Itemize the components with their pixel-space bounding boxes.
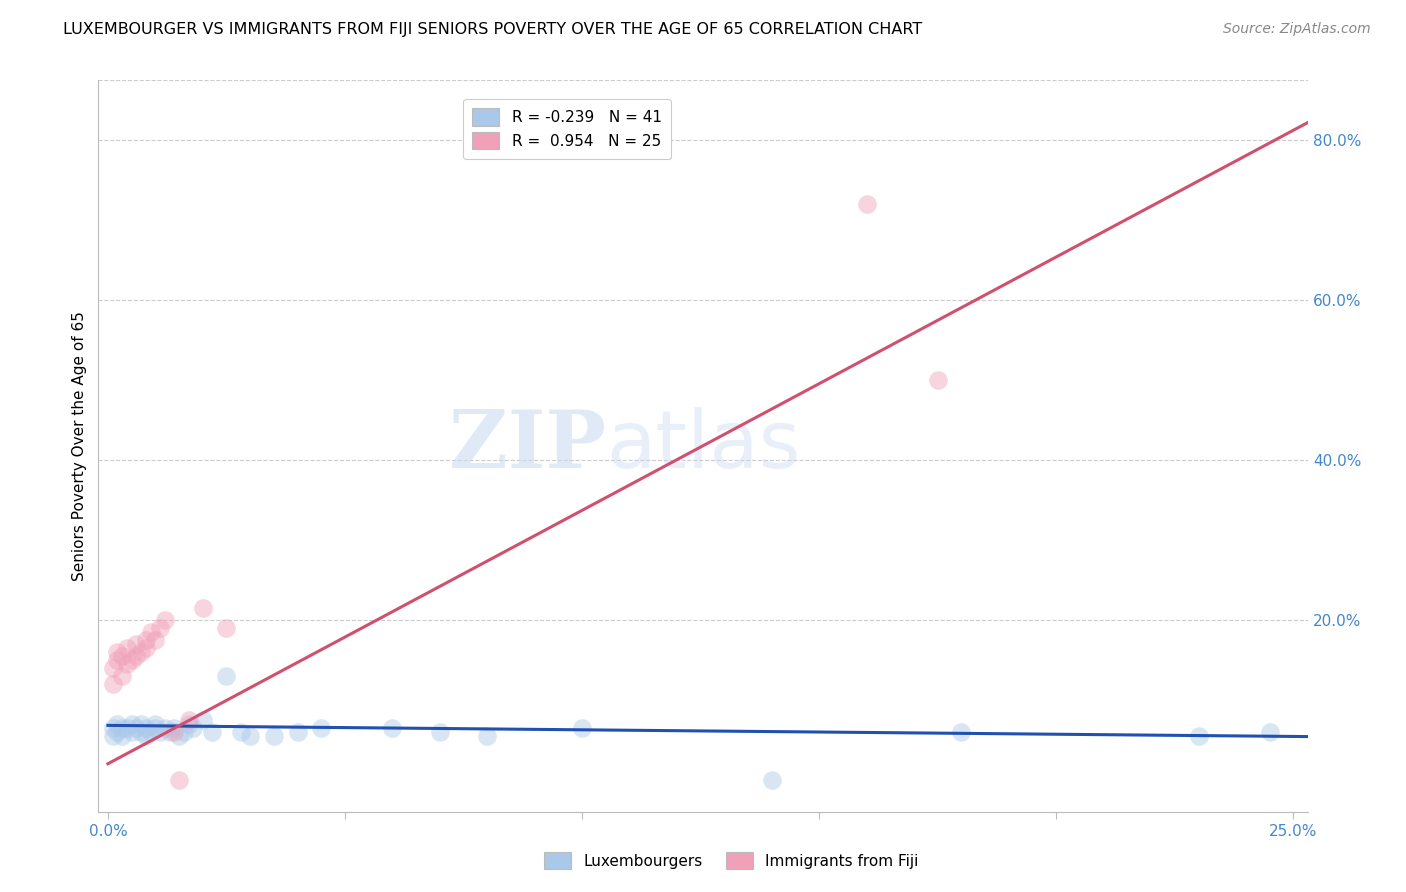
Point — [125, 648, 148, 663]
Point — [761, 772, 783, 787]
Point — [105, 724, 128, 739]
Point — [105, 653, 128, 667]
Y-axis label: Seniors Poverty Over the Age of 65: Seniors Poverty Over the Age of 65 — [72, 311, 87, 581]
Point — [129, 724, 152, 739]
Point — [115, 721, 138, 735]
Text: atlas: atlas — [606, 407, 800, 485]
Point — [571, 721, 593, 735]
Text: Source: ZipAtlas.com: Source: ZipAtlas.com — [1223, 22, 1371, 37]
Point — [115, 657, 138, 671]
Point — [135, 640, 157, 655]
Point — [153, 721, 176, 735]
Point — [139, 624, 162, 639]
Point — [287, 724, 309, 739]
Point — [950, 724, 973, 739]
Point — [173, 724, 195, 739]
Point — [143, 632, 166, 647]
Text: LUXEMBOURGER VS IMMIGRANTS FROM FIJI SENIORS POVERTY OVER THE AGE OF 65 CORRELAT: LUXEMBOURGER VS IMMIGRANTS FROM FIJI SEN… — [63, 22, 922, 37]
Point — [381, 721, 404, 735]
Point — [121, 724, 143, 739]
Point — [181, 721, 204, 735]
Point — [239, 729, 262, 743]
Point — [111, 648, 134, 663]
Point — [101, 721, 124, 735]
Point — [101, 677, 124, 691]
Point — [177, 713, 200, 727]
Point — [101, 729, 124, 743]
Text: ZIP: ZIP — [450, 407, 606, 485]
Point — [191, 713, 214, 727]
Point — [477, 729, 499, 743]
Legend: Luxembourgers, Immigrants from Fiji: Luxembourgers, Immigrants from Fiji — [537, 846, 925, 875]
Point — [149, 621, 172, 635]
Point — [129, 645, 152, 659]
Point — [229, 724, 252, 739]
Legend: R = -0.239   N = 41, R =  0.954   N = 25: R = -0.239 N = 41, R = 0.954 N = 25 — [463, 99, 671, 159]
Point — [215, 669, 238, 683]
Point — [143, 716, 166, 731]
Point — [111, 669, 134, 683]
Point — [263, 729, 285, 743]
Point — [163, 724, 186, 739]
Point — [121, 653, 143, 667]
Point — [121, 716, 143, 731]
Point — [1187, 729, 1209, 743]
Point — [135, 721, 157, 735]
Point — [429, 724, 451, 739]
Point — [105, 645, 128, 659]
Point — [125, 637, 148, 651]
Point — [111, 729, 134, 743]
Point — [167, 729, 190, 743]
Point — [139, 724, 162, 739]
Point — [115, 640, 138, 655]
Point — [163, 721, 186, 735]
Point — [135, 729, 157, 743]
Point — [311, 721, 333, 735]
Point — [191, 600, 214, 615]
Point — [167, 772, 190, 787]
Point — [129, 716, 152, 731]
Point — [201, 724, 224, 739]
Point — [149, 724, 172, 739]
Point — [111, 721, 134, 735]
Point — [125, 721, 148, 735]
Point — [159, 724, 181, 739]
Point — [927, 373, 949, 387]
Point — [215, 621, 238, 635]
Point — [143, 721, 166, 735]
Point — [101, 661, 124, 675]
Point — [105, 716, 128, 731]
Point — [177, 716, 200, 731]
Point — [153, 613, 176, 627]
Point — [135, 632, 157, 647]
Point — [1258, 724, 1281, 739]
Point — [855, 197, 877, 211]
